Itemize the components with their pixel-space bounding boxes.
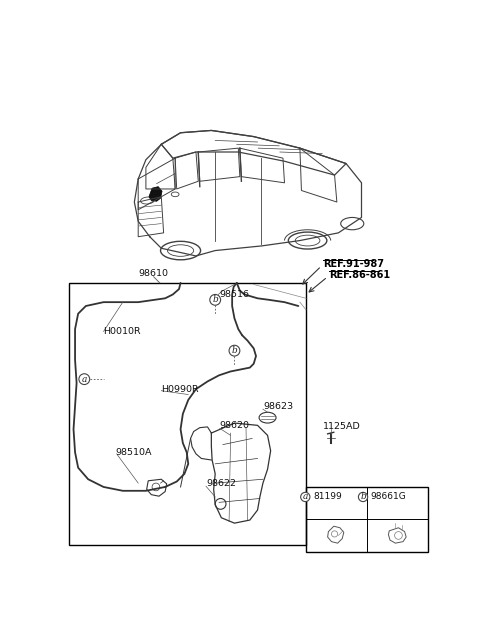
Text: 98661G: 98661G — [371, 492, 407, 501]
Text: b: b — [212, 296, 218, 304]
Bar — [69, 283, 306, 545]
Bar — [306, 487, 428, 552]
Text: 98620: 98620 — [219, 421, 249, 430]
Circle shape — [79, 374, 90, 384]
Text: 98622: 98622 — [206, 479, 236, 488]
Circle shape — [210, 294, 221, 305]
Text: b: b — [231, 346, 237, 355]
Text: 98516: 98516 — [219, 290, 249, 299]
Text: a: a — [302, 492, 308, 501]
Text: REF.86-861: REF.86-861 — [329, 270, 390, 280]
Text: b: b — [360, 492, 366, 501]
Text: 98623: 98623 — [263, 402, 293, 411]
Text: 98610: 98610 — [139, 269, 168, 278]
Text: 81199: 81199 — [313, 492, 342, 501]
Text: a: a — [82, 374, 87, 384]
Text: 1125AD: 1125AD — [323, 422, 361, 431]
Circle shape — [300, 492, 310, 502]
Text: 98510A: 98510A — [115, 448, 152, 457]
Text: H0010R: H0010R — [104, 327, 141, 336]
Polygon shape — [149, 187, 162, 201]
Circle shape — [229, 345, 240, 356]
Text: H0990R: H0990R — [161, 384, 199, 394]
Text: REF.91-987: REF.91-987 — [323, 259, 384, 269]
Circle shape — [359, 492, 368, 502]
